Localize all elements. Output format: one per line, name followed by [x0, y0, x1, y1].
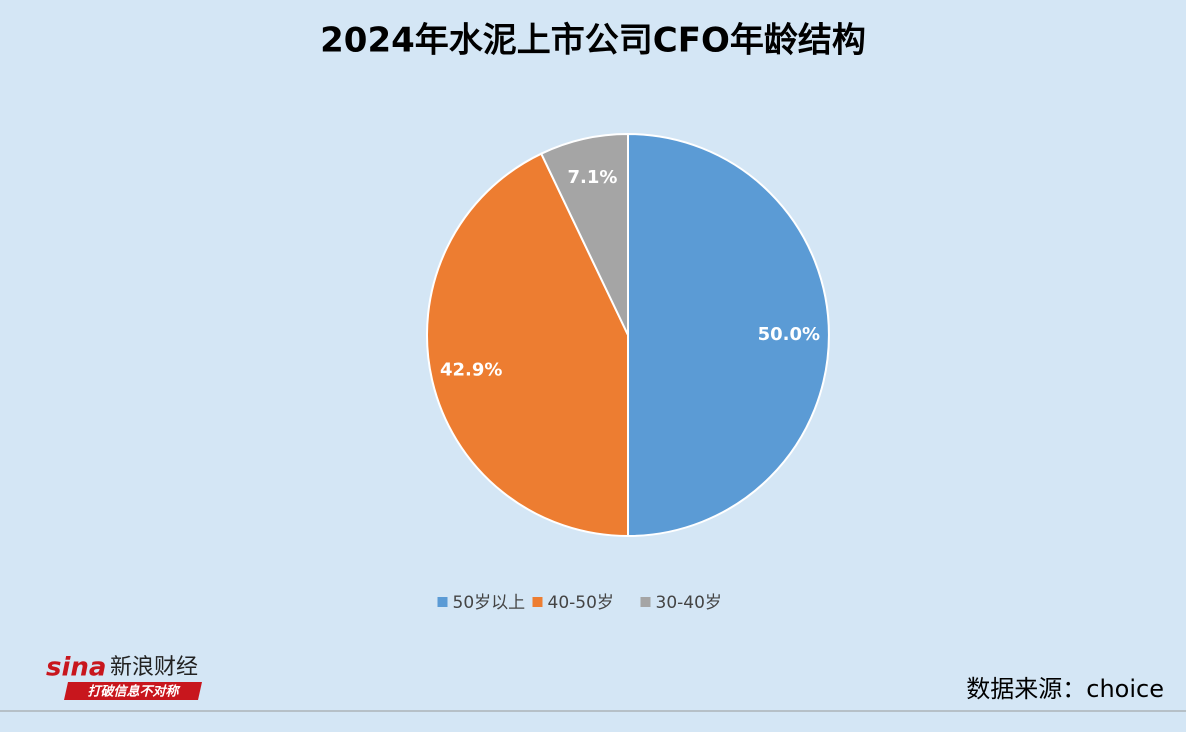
pie-slice [627, 132, 830, 538]
pie-slice [539, 132, 629, 336]
data-label: 7.1% [567, 167, 617, 188]
legend-swatch [640, 597, 651, 607]
slogan: 打破信息不对称 [87, 684, 181, 700]
slogan-banner [64, 682, 202, 700]
legend-label: 50岁以上 [453, 593, 526, 613]
legend-label: 30-40岁 [656, 593, 722, 613]
pie-slice [426, 152, 629, 538]
legend-swatch [532, 597, 543, 607]
source: 数据来源：choice [966, 675, 1164, 703]
data-label: 42.9% [440, 360, 502, 381]
brand: 新浪财经 [110, 655, 198, 680]
logo: sina 新浪财经 打破信息不对称 [46, 653, 202, 700]
pie: 50.0% 42.9% 7.1% [426, 132, 830, 538]
data-label: 50.0% [758, 324, 820, 345]
legend-swatch [437, 597, 448, 607]
chart-title: 2024年水泥上市公司CFO年龄结构 [320, 21, 866, 61]
legend-label: 40-50岁 [548, 593, 614, 613]
legend: 50岁以上 40-50岁 30-40岁 [437, 593, 722, 613]
logo-text: sina [46, 653, 106, 683]
